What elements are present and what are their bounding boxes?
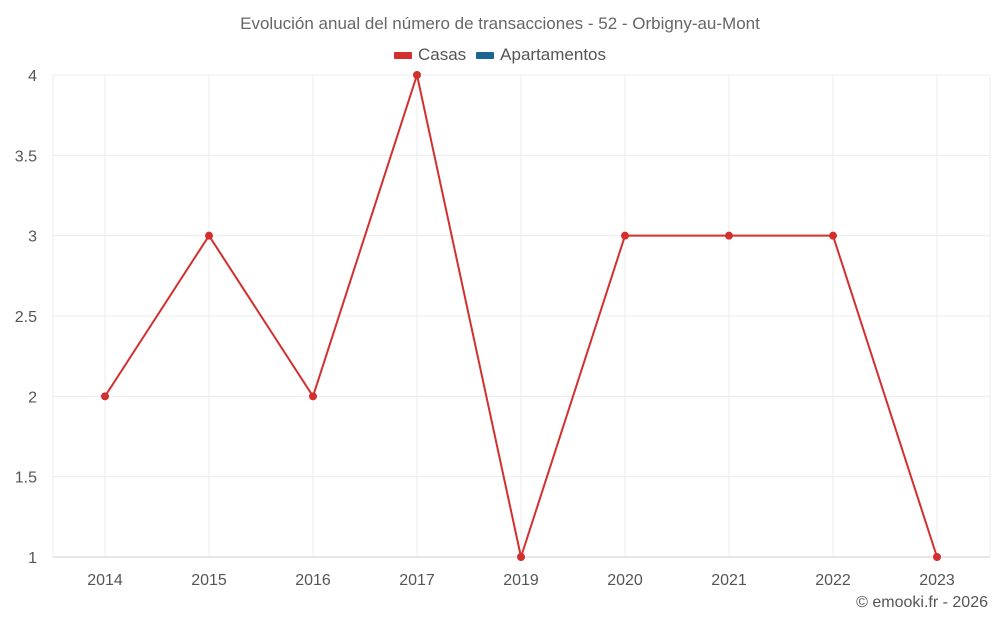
x-tick-label: 2021 — [711, 572, 747, 589]
x-tick-label: 2023 — [919, 572, 955, 589]
grid-lines — [52, 74, 991, 558]
legend-label-apartamentos: Apartamentos — [500, 45, 607, 64]
series-layer — [101, 71, 941, 561]
legend-item-apartamentos[interactable]: Apartamentos — [476, 45, 606, 65]
chart-title: Evolución anual del número de transaccio… — [240, 14, 760, 33]
y-tick-label: 3 — [28, 229, 37, 246]
data-point[interactable] — [309, 392, 317, 401]
y-tick-label: 2.5 — [15, 309, 37, 326]
data-point[interactable] — [517, 553, 525, 561]
x-tick-label: 2022 — [815, 572, 851, 589]
data-point[interactable] — [101, 392, 109, 401]
data-point[interactable] — [829, 231, 837, 240]
credit-text: © emooki.fr - 2026 — [856, 594, 988, 611]
legend-swatch-casas — [393, 51, 412, 59]
y-tick-label: 1 — [28, 550, 37, 567]
x-tick-label: 2014 — [87, 572, 123, 589]
legend-swatch-apartamentos — [476, 51, 495, 59]
y-tick-label: 4 — [28, 68, 37, 85]
legend-item-casas[interactable]: Casas — [393, 45, 467, 65]
x-tick-label: 2019 — [503, 572, 539, 589]
data-point[interactable] — [413, 71, 421, 79]
x-tick-label: 2015 — [191, 572, 227, 589]
data-point[interactable] — [621, 231, 629, 240]
x-tick-label: 2020 — [607, 572, 643, 589]
x-tick-label: 2017 — [399, 572, 435, 589]
y-tick-label: 1.5 — [15, 470, 37, 487]
y-tick-label: 2 — [28, 389, 37, 406]
x-tick-label: 2016 — [295, 572, 331, 589]
x-axis: 2014 2015 2016 2017 2019 2020 2021 2022 2023 — [53, 556, 990, 589]
legend-label-casas: Casas — [417, 45, 467, 64]
y-tick-label: 3.5 — [15, 148, 37, 165]
data-point[interactable] — [205, 231, 213, 240]
data-point[interactable] — [725, 231, 733, 240]
chart-legend: Casas Apartamentos — [0, 45, 1000, 65]
data-point[interactable] — [933, 553, 941, 561]
y-axis: 1 1.5 2 2.5 3 3.5 4 — [15, 68, 37, 567]
